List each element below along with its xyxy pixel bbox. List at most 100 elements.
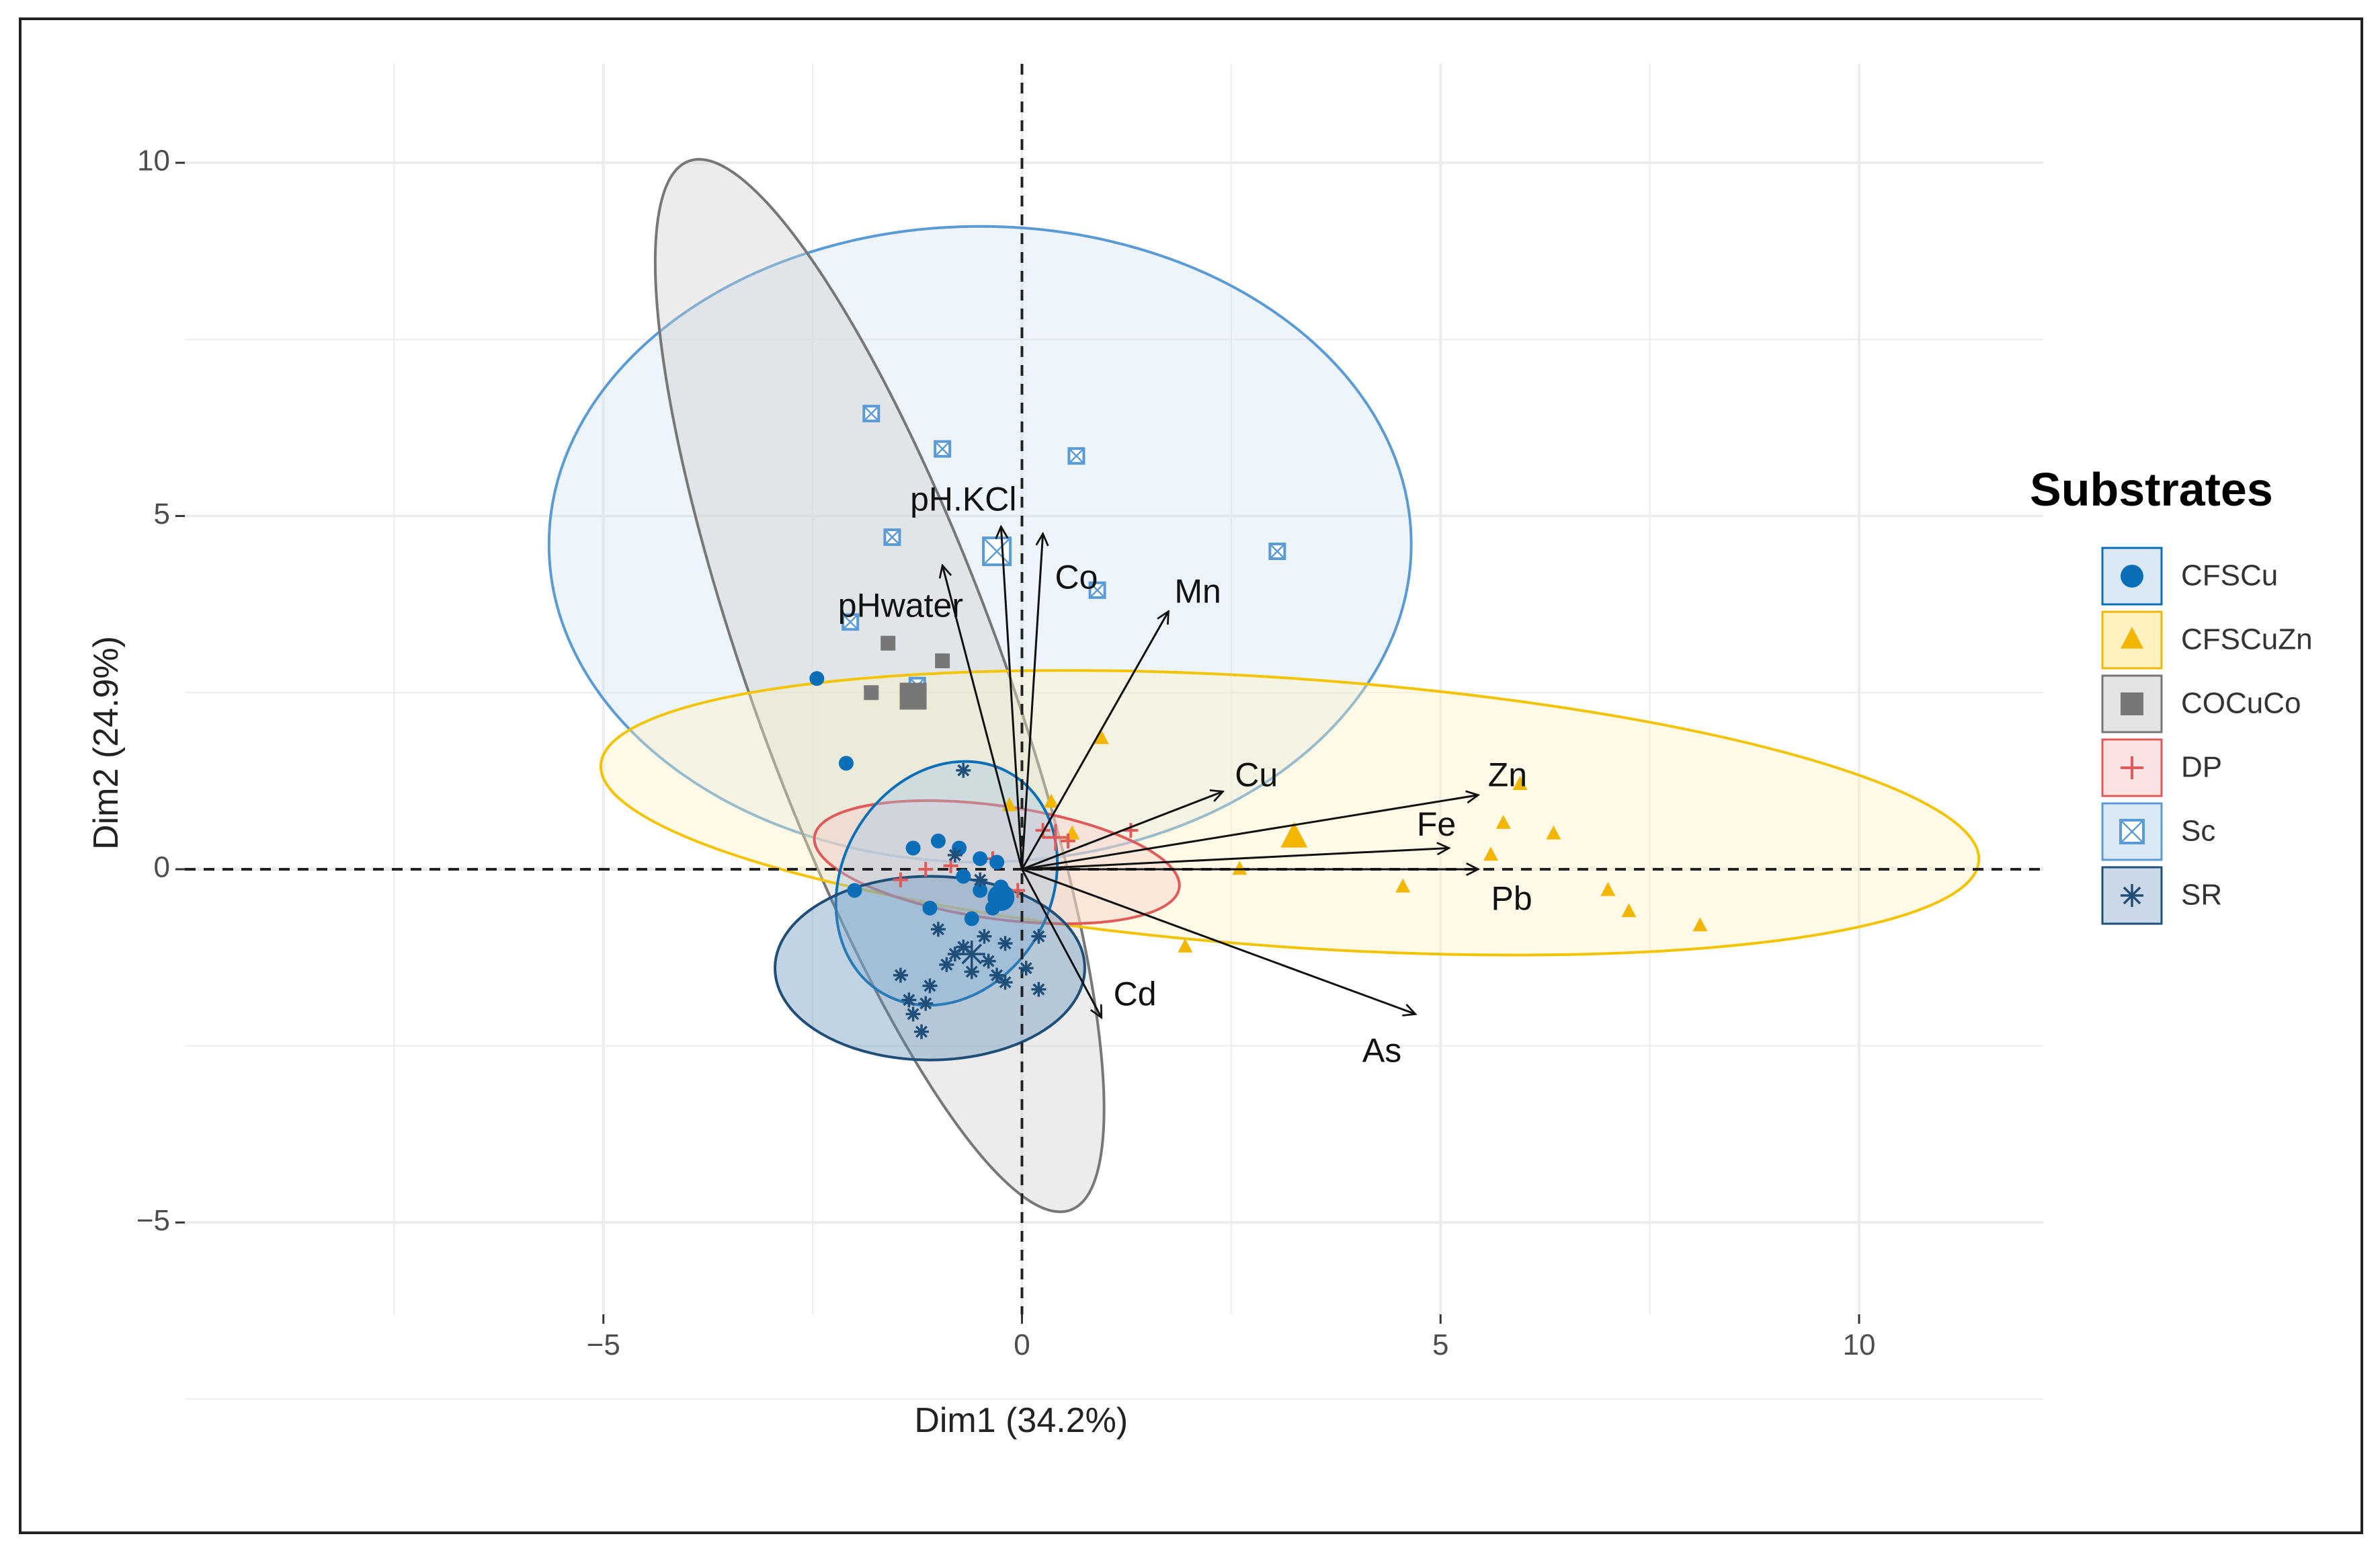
legend-title: Substrates xyxy=(2030,463,2273,516)
legend-label-sc: Sc xyxy=(2181,815,2215,848)
point-sr xyxy=(1031,982,1047,997)
point-cfscu xyxy=(973,851,988,867)
point-cfscuzn xyxy=(1044,793,1059,808)
point-cfscuzn xyxy=(1232,861,1247,875)
label-zn: Zn xyxy=(1488,756,1527,794)
label-pb: Pb xyxy=(1491,879,1532,917)
legend-item-cocuco: COCuCo xyxy=(2101,674,2301,733)
point-sr xyxy=(956,762,971,778)
arrow-mn xyxy=(1021,611,1168,870)
centroid-dp xyxy=(1042,824,1069,851)
arrow-zn xyxy=(1022,795,1478,871)
centroid-sr xyxy=(958,941,985,968)
centroid-sc xyxy=(982,536,1012,567)
legend-marker-cfscuzn xyxy=(2121,627,2143,649)
legend-item-cfscu: CFSCu xyxy=(2101,547,2278,606)
label-fe: Fe xyxy=(1417,805,1456,843)
ellipse-sr xyxy=(774,875,1086,1062)
point-sr xyxy=(1018,961,1034,976)
legend-marker-sc xyxy=(2119,819,2145,844)
point-cocuco xyxy=(880,635,896,651)
legend-marker-sr xyxy=(2121,884,2143,907)
point-cfscu xyxy=(838,756,854,771)
point-sc xyxy=(1088,581,1106,599)
label-cd: Cd xyxy=(1114,975,1157,1012)
point-sr xyxy=(939,957,954,972)
grid-lines xyxy=(185,64,2043,1400)
point-sr xyxy=(922,978,938,994)
point-sr xyxy=(930,922,946,937)
y-tick-label: −5 xyxy=(136,1204,170,1237)
label-co: Co xyxy=(1055,558,1098,596)
point-cfscu xyxy=(922,900,938,916)
arrow-ph-kcl xyxy=(1001,526,1023,870)
point-cfscuzn xyxy=(1692,917,1708,932)
point-cfscu xyxy=(964,911,979,926)
point-sr xyxy=(977,928,992,944)
point-cfscuzn xyxy=(1483,846,1498,861)
y-axis-title: Dim2 (24.9%) xyxy=(87,636,126,850)
y-tick-label: 0 xyxy=(154,851,170,884)
x-tick-label: 0 xyxy=(1014,1328,1030,1361)
point-sr xyxy=(918,996,934,1011)
point-cfscuzn xyxy=(1546,825,1561,840)
point-sr xyxy=(997,975,1013,990)
legend-label-cfscuzn: CFSCuZn xyxy=(2181,623,2313,656)
legend-item-dp: DP xyxy=(2101,738,2222,797)
point-sr xyxy=(981,953,996,969)
point-sc xyxy=(842,613,860,631)
point-cfscu xyxy=(956,869,971,884)
point-cfscu xyxy=(847,883,862,898)
point-sc xyxy=(934,440,952,458)
legend-marker-dp xyxy=(2121,756,2143,779)
point-sr xyxy=(914,1024,930,1039)
arrow-phwater xyxy=(942,565,1023,870)
variable-arrows: pH.KCl Co pHwater Mn Cu Zn Fe Pb Cd As xyxy=(838,481,1532,1070)
arrow-cu xyxy=(1021,791,1223,871)
point-cfscuzn xyxy=(1600,881,1616,896)
legend: Substrates CFSCu CFSCuZn COCuCo DP Sc SR xyxy=(2030,463,2313,925)
point-dp xyxy=(1060,833,1075,848)
point-dp xyxy=(1123,823,1139,838)
label-as: As xyxy=(1362,1031,1401,1069)
point-sr xyxy=(893,967,908,983)
legend-label-sr: SR xyxy=(2181,879,2222,912)
point-sr xyxy=(905,1006,921,1022)
point-cocuco xyxy=(935,653,950,668)
point-cfscu xyxy=(930,833,946,848)
point-cfscuzn xyxy=(1178,938,1193,953)
x-axis-title: Dim1 (34.2%) xyxy=(914,1401,1128,1440)
point-cocuco xyxy=(864,685,879,701)
legend-label-dp: DP xyxy=(2181,751,2222,784)
point-dp xyxy=(1010,883,1026,898)
legend-key-sr xyxy=(2101,866,2163,925)
legend-label-cfscu: CFSCu xyxy=(2181,559,2278,592)
y-tick-label: 5 xyxy=(154,497,170,530)
label-ph-kcl: pH.KCl xyxy=(910,481,1016,518)
point-cfscuzn xyxy=(1621,903,1637,918)
legend-marker-cocuco xyxy=(2121,692,2143,715)
legend-label-cocuco: COCuCo xyxy=(2181,687,2301,720)
point-cfscuzn xyxy=(1395,878,1411,893)
point-cfscu xyxy=(905,840,921,856)
arrow-co xyxy=(1020,534,1042,870)
ellipse-cocuco xyxy=(653,158,1106,1213)
point-sr xyxy=(901,992,917,1008)
label-mn: Mn xyxy=(1174,572,1221,610)
legend-item-cfscuzn: CFSCuZn xyxy=(2101,610,2313,670)
arrow-fe xyxy=(1022,848,1448,871)
legend-marker-cfscu xyxy=(2121,565,2143,588)
x-tick-label: 10 xyxy=(1843,1328,1876,1361)
ellipse-cfscuzn xyxy=(599,669,1981,957)
label-phwater: pHwater xyxy=(838,586,963,624)
point-sc xyxy=(862,405,880,423)
point-cfscuzn xyxy=(1512,776,1528,791)
point-sr xyxy=(997,936,1013,951)
point-sr xyxy=(1031,928,1047,944)
point-sr xyxy=(947,847,962,863)
point-cfscuzn xyxy=(1495,815,1511,829)
point-cfscu xyxy=(989,854,1005,870)
point-dp xyxy=(893,872,908,887)
point-sc xyxy=(1067,447,1085,465)
